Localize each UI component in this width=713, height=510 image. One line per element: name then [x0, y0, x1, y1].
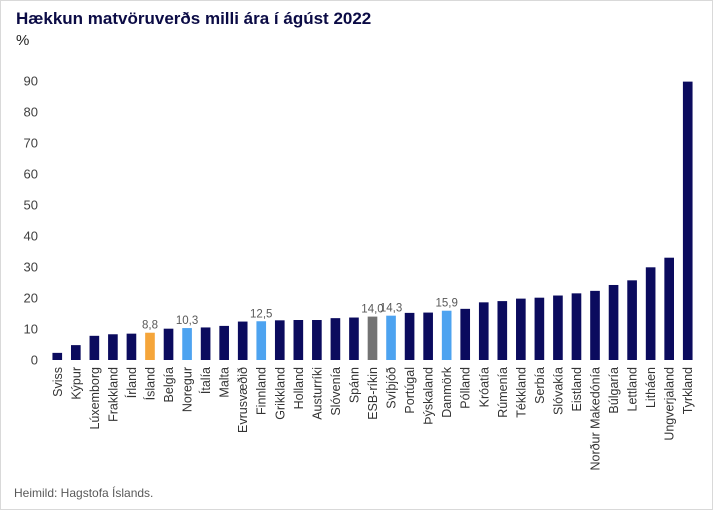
- bar: [441, 310, 452, 360]
- bar: [256, 321, 267, 360]
- bar: [608, 284, 619, 360]
- data-label: 8,8: [142, 320, 158, 332]
- x-category-label: Pólland: [459, 367, 473, 409]
- bar: [145, 332, 155, 360]
- y-tick-label: 10: [24, 322, 38, 337]
- x-category-label: Sviss: [51, 367, 65, 397]
- bar: [404, 312, 415, 360]
- x-category-label: Lúxemborg: [88, 367, 102, 430]
- y-tick-label: 60: [24, 167, 38, 182]
- bar: [664, 257, 674, 360]
- x-category-label: Tékkland: [514, 367, 528, 418]
- x-category-label: Búlgaría: [607, 367, 621, 414]
- x-category-label: Holland: [292, 367, 306, 409]
- bar: [237, 321, 248, 360]
- x-category-label: Eistland: [570, 367, 584, 412]
- x-category-label: Austurríki: [310, 367, 324, 420]
- y-axis-unit-label: %: [16, 32, 30, 49]
- bar: [312, 320, 322, 360]
- bar: [330, 318, 341, 360]
- y-tick-label: 40: [24, 229, 38, 244]
- bar: [52, 352, 63, 360]
- x-category-label: Slóvenía: [329, 367, 343, 416]
- bar: [423, 312, 433, 360]
- bar: [367, 316, 378, 360]
- data-label: 14,3: [380, 303, 402, 315]
- y-tick-label: 30: [24, 260, 38, 275]
- x-category-label: Malta: [218, 367, 232, 398]
- y-tick-label: 0: [31, 353, 38, 368]
- bar: [627, 280, 637, 360]
- x-category-label: Svíþjóð: [385, 367, 399, 409]
- x-category-label: Belgía: [162, 367, 176, 402]
- bar: [200, 327, 211, 360]
- bar: [497, 301, 508, 360]
- bar: [571, 293, 582, 360]
- bar: [516, 298, 526, 360]
- bar: [89, 335, 100, 360]
- y-tick-label: 70: [24, 136, 38, 151]
- bar: [460, 308, 471, 360]
- x-category-label: Ítalía: [198, 367, 213, 394]
- source-note: Heimild: Hagstofa Íslands.: [14, 486, 154, 500]
- x-category-label: Frakkland: [106, 367, 120, 422]
- x-category-label: Noregur: [181, 367, 195, 412]
- x-category-label: Rúmenía: [496, 367, 510, 418]
- bar: [126, 333, 137, 360]
- x-category-label: Serbía: [533, 367, 547, 404]
- bar: [682, 81, 693, 361]
- y-tick-label: 90: [24, 74, 38, 89]
- bar: [590, 290, 600, 360]
- x-category-label: Ungverjaland: [663, 367, 677, 441]
- bar: [108, 334, 118, 360]
- bar: [293, 320, 304, 360]
- bar: [553, 295, 563, 360]
- bar: [182, 328, 192, 360]
- x-category-label: ESB-ríkin: [366, 367, 380, 420]
- bar: [274, 320, 285, 360]
- bar: [70, 345, 81, 360]
- y-tick-label: 50: [24, 198, 38, 213]
- data-label: 15,9: [435, 298, 457, 310]
- x-category-label: Lettland: [626, 367, 640, 412]
- x-category-label: Tyrkland: [681, 367, 695, 414]
- bar: [349, 317, 359, 360]
- x-category-label: Írland: [124, 367, 139, 398]
- x-category-label: Kýpur: [69, 367, 83, 400]
- data-label: 10,3: [176, 315, 198, 327]
- y-tick-label: 80: [24, 105, 38, 120]
- data-label: 14,0: [361, 304, 383, 316]
- bar: [478, 302, 489, 360]
- chart-title: Hækkun matvöruverðs milli ára í ágúst 20…: [16, 9, 372, 28]
- x-category-label: Króatía: [477, 367, 491, 407]
- data-label: 12,5: [250, 308, 272, 320]
- bar: [219, 325, 229, 360]
- y-tick-label: 20: [24, 291, 38, 306]
- x-category-label: Ísland: [142, 367, 157, 400]
- x-category-label: Portúgal: [403, 367, 417, 414]
- bar: [534, 297, 545, 360]
- x-category-label: Litháen: [644, 367, 658, 408]
- x-category-label: Spánn: [347, 367, 361, 403]
- x-category-label: Danmörk: [440, 366, 454, 417]
- bar: [645, 267, 656, 360]
- x-category-label: Evrusvæðið: [236, 367, 250, 433]
- x-category-label: Slóvakía: [551, 367, 565, 415]
- bar: [163, 328, 174, 360]
- x-category-label: Finnland: [255, 367, 269, 415]
- x-category-label: Norður Makedónía: [589, 367, 603, 471]
- x-category-label: Grikkland: [273, 367, 287, 420]
- bar: [386, 315, 396, 360]
- x-category-label: Þýskaland: [422, 367, 436, 425]
